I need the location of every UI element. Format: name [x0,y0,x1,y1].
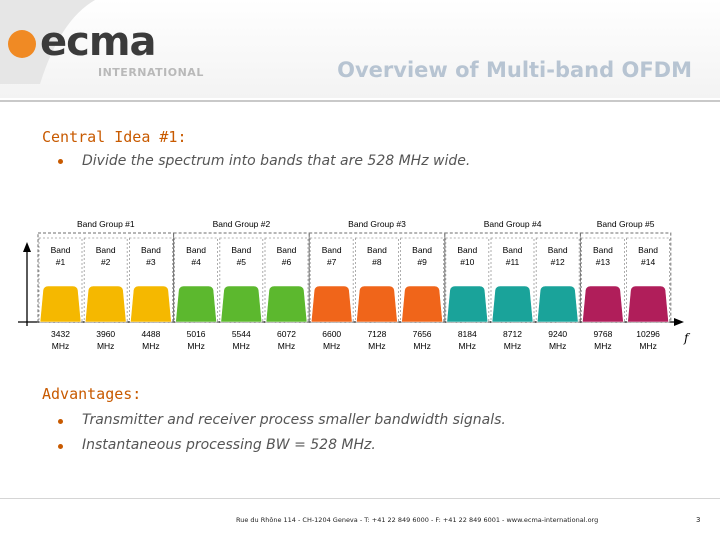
band-frequency-label: 6072 [277,329,296,339]
band-unit-label: MHz [97,341,114,351]
page-number: 3 [696,516,701,524]
section2-bullet-2: Instantaneous processing BW = 528 MHz. [82,437,376,453]
band-name-label: Band [503,245,523,255]
band-unit-label: MHz [142,341,159,351]
logo-subtitle: INTERNATIONAL [98,66,204,79]
band-frequency-label: 5016 [187,329,206,339]
footer-address: Rue du Rhône 114 - CH-1204 Geneva - T: +… [236,516,599,524]
band-unit-label: MHz [504,341,521,351]
frequency-axis-label: f [683,331,691,345]
footer-divider [0,498,720,499]
band-group-label: Band Group #4 [484,219,542,229]
band-unit-label: MHz [639,341,656,351]
section1-bullet-1: Divide the spectrum into bands that are … [82,153,471,169]
band-frequency-label: 5544 [232,329,251,339]
band-number-label: #8 [372,257,382,267]
band-unit-label: MHz [52,341,69,351]
band-frequency-label: 3960 [96,329,115,339]
band-unit-label: MHz [368,341,385,351]
band-spectrum-shape [265,285,308,323]
band-frequency-label: 10296 [636,329,660,339]
band-unit-label: MHz [233,341,250,351]
band-spectrum-shape [175,285,217,323]
band-name-label: Band [51,245,71,255]
band-unit-label: MHz [459,341,476,351]
band-unit-label: MHz [187,341,204,351]
band-spectrum-shape [582,285,624,323]
band-group-label: Band Group #2 [213,219,271,229]
band-number-label: #10 [460,257,474,267]
band-number-label: #6 [282,257,292,267]
band-unit-label: MHz [323,341,340,351]
band-spectrum-shape [310,285,353,323]
band-group-label: Band Group #1 [77,219,135,229]
band-name-label: Band [96,245,116,255]
band-spectrum-shape [627,285,669,323]
band-name-label: Band [231,245,251,255]
bullet-dot-icon [58,419,63,424]
vertical-axis-arrow-icon [23,242,31,252]
band-frequency-label: 8184 [458,329,477,339]
band-group-label: Band Group #3 [348,219,406,229]
section2-heading: Advantages: [42,385,142,403]
section1-heading: Central Idea #1: [42,128,187,146]
band-spectrum-shape [536,285,579,323]
band-number-label: #7 [327,257,337,267]
bullet-dot-icon [58,159,63,164]
logo-dot-icon [8,30,36,58]
band-number-label: #3 [146,257,156,267]
band-frequency-label: 4488 [141,329,160,339]
band-unit-label: MHz [413,341,430,351]
band-spectrum-shape [446,285,489,323]
band-frequency-label: 7128 [367,329,386,339]
band-number-label: #13 [596,257,610,267]
band-frequency-label: 7656 [413,329,432,339]
band-name-label: Band [322,245,342,255]
band-spectrum-shape [220,285,263,323]
band-unit-label: MHz [594,341,611,351]
band-spectrum-shape [356,285,398,323]
frequency-axis-arrow-icon [674,318,684,326]
band-plan-figure: f Band Group #1 Band Group #2 Band Group #3… [18,219,691,351]
band-number-label: #5 [237,257,247,267]
header-divider [0,100,720,102]
band-spectrum-shape [401,285,443,323]
band-number-label: #11 [506,257,520,267]
band-unit-label: MHz [549,341,566,351]
band-spectrum-shape [84,285,127,323]
band-name-label: Band [277,245,297,255]
band-frequency-label: 9768 [593,329,612,339]
band-name-label: Band [367,245,387,255]
band-number-label: #9 [417,257,427,267]
band-name-label: Band [593,245,613,255]
band-name-label: Band [412,245,432,255]
band-name-label: Band [457,245,477,255]
band-number-label: #14 [641,257,655,267]
band-number-label: #1 [56,257,66,267]
band-number-label: #12 [551,257,565,267]
logo-swoosh [0,0,95,84]
band-number-label: #4 [191,257,201,267]
band-spectrum-shape [491,285,534,323]
band-name-label: Band [186,245,206,255]
band-unit-label: MHz [278,341,295,351]
band-number-label: #2 [101,257,111,267]
band-frequency-label: 8712 [503,329,522,339]
slide-title: Overview of Multi-band OFDM [337,58,692,82]
band-spectrum-shape [130,285,172,323]
logo-wordmark: ecma [40,19,157,65]
header-band [0,0,720,98]
section2-bullet-1: Transmitter and receiver process smaller… [82,412,506,428]
band-name-label: Band [141,245,161,255]
band-name-label: Band [638,245,658,255]
band-spectrum-shape [39,285,82,323]
band-frequency-label: 6600 [322,329,341,339]
band-group-box [579,232,672,323]
bullet-dot-icon [58,444,63,449]
band-frequency-label: 3432 [51,329,70,339]
band-group-label: Band Group #5 [597,219,655,229]
band-name-label: Band [548,245,568,255]
band-frequency-label: 9240 [548,329,567,339]
